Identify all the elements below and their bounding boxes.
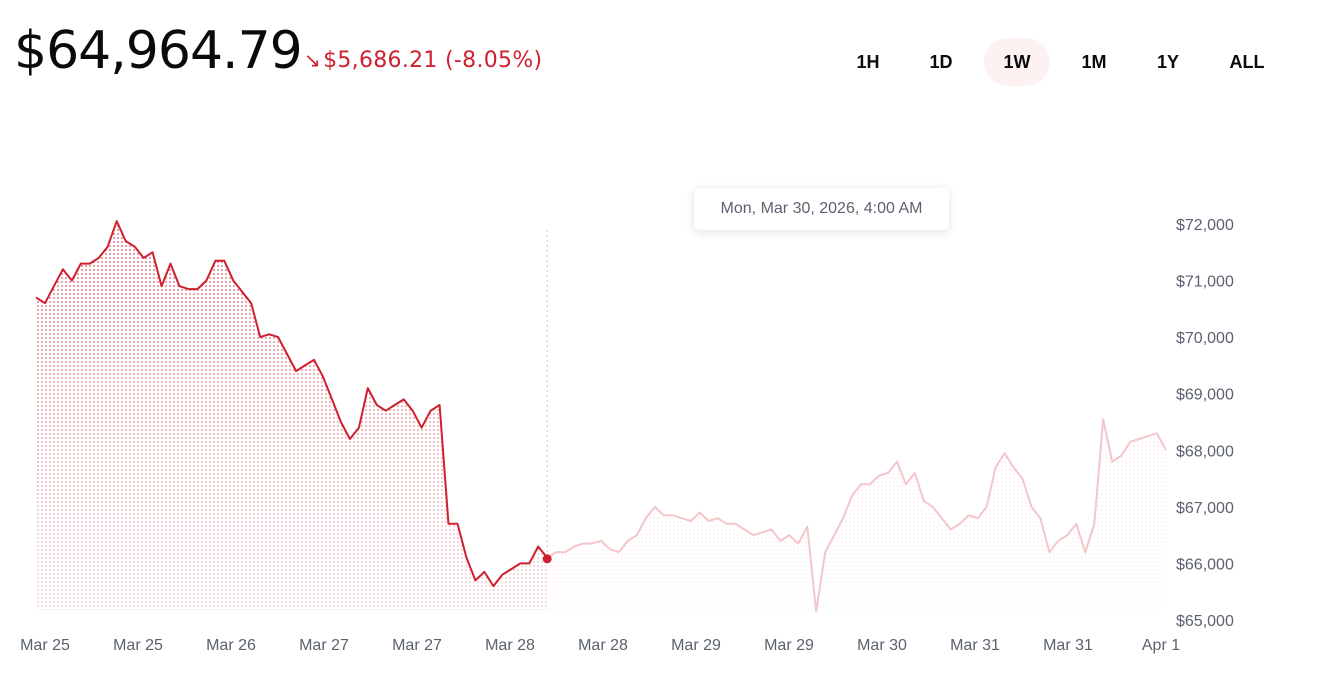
x-tick-label: Mar 28 [485,637,535,654]
y-tick-label: $66,000 [1176,556,1234,573]
current-price: $64,964.79 [14,21,303,81]
x-tick-label: Apr 1 [1142,637,1180,654]
price-series-line-faded [547,418,1167,613]
x-tick-label: Mar 29 [764,637,814,654]
range-1h-button[interactable]: 1H [835,38,901,86]
range-all-button[interactable]: ALL [1214,38,1280,86]
price-series-line [35,220,549,588]
x-tick-label: Mar 29 [671,637,721,654]
range-1w-button[interactable]: 1W [984,38,1050,86]
y-tick-label: $70,000 [1176,330,1234,347]
x-tick-label: Mar 25 [20,637,70,654]
y-tick-label: $65,000 [1176,613,1234,630]
x-tick-label: Mar 26 [206,637,256,654]
x-tick-label: Mar 28 [578,637,628,654]
range-1y-button[interactable]: 1Y [1135,38,1201,86]
price-area-fill-past [36,221,549,610]
x-tick-label: Mar 27 [392,637,442,654]
price-change-text: $5,686.21 (-8.05%) [323,48,543,73]
x-tick-label: Mar 27 [299,637,349,654]
x-tick-label: Mar 31 [1043,637,1093,654]
trend-down-arrow-icon: ↘ [304,48,322,72]
x-tick-label: Mar 30 [857,637,907,654]
range-1m-button[interactable]: 1M [1061,38,1127,86]
y-axis: $65,000 $66,000 $67,000 $68,000 $69,000 $70,0… [1176,217,1234,630]
price-change: ↘$5,686.21 (-8.05%) [304,44,542,77]
range-1d-button[interactable]: 1D [908,38,974,86]
x-tick-label: Mar 31 [950,637,1000,654]
x-axis: Mar 25 Mar 25 Mar 26 Mar 27 Mar 27 Mar 28 Mar … [20,637,1180,654]
x-tick-label: Mar 25 [113,637,163,654]
price-area-fill-future [547,419,1166,612]
y-tick-label: $67,000 [1176,500,1234,517]
y-tick-label: $68,000 [1176,443,1234,460]
hover-tooltip: Mon, Mar 30, 2026, 4:00 AM [694,188,949,230]
y-tick-label: $69,000 [1176,387,1234,404]
hover-point-marker [542,554,552,564]
y-tick-label: $71,000 [1176,274,1234,291]
price-area-fill [36,221,1166,612]
y-tick-label: $72,000 [1176,217,1234,234]
